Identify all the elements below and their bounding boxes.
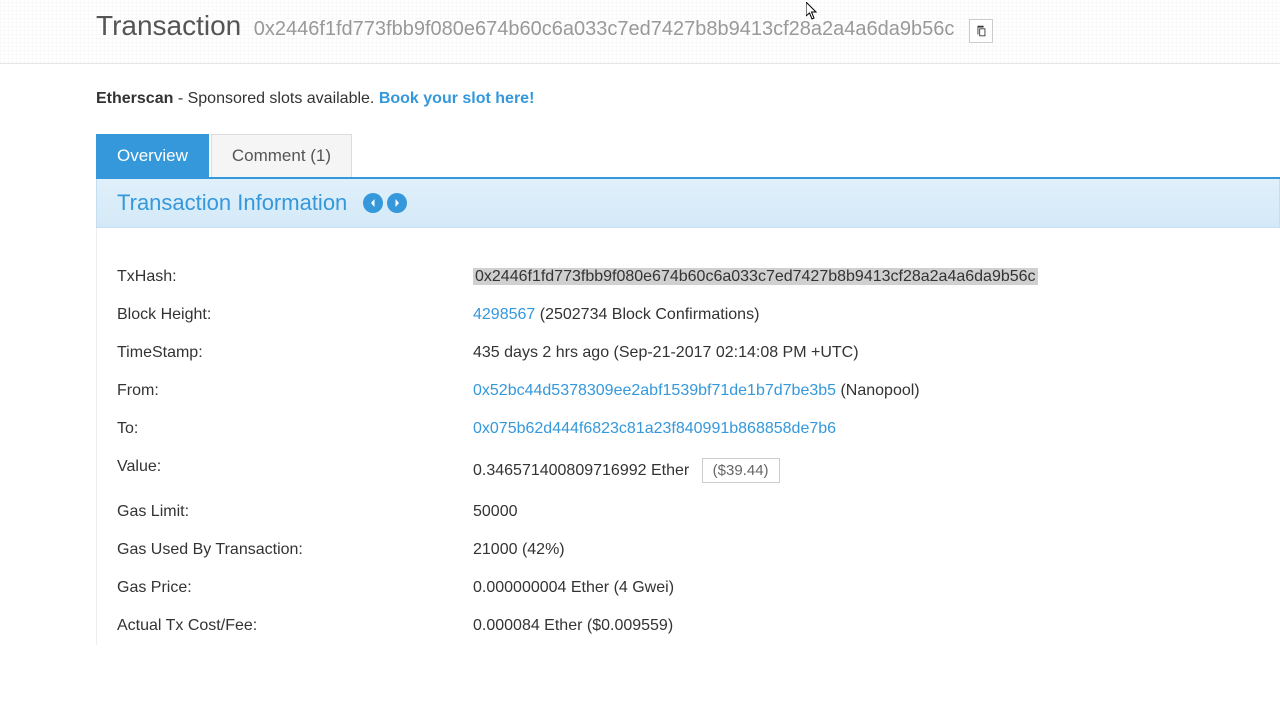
- copy-icon: [974, 24, 988, 38]
- tab-comment[interactable]: Comment (1): [211, 134, 352, 177]
- timestamp-label: TimeStamp:: [117, 344, 473, 362]
- chevron-right-icon: [392, 198, 402, 208]
- gasprice-label: Gas Price:: [117, 579, 473, 597]
- chevron-left-icon: [368, 198, 378, 208]
- value-label: Value:: [117, 458, 473, 483]
- copy-button[interactable]: [969, 19, 993, 43]
- gaslimit-label: Gas Limit:: [117, 503, 473, 521]
- to-label: To:: [117, 420, 473, 438]
- from-label: From:: [117, 382, 473, 400]
- from-link[interactable]: 0x52bc44d5378309ee2abf1539bf71de1b7d7be3…: [473, 382, 836, 399]
- block-link[interactable]: 4298567: [473, 306, 535, 323]
- txhash-label: TxHash:: [117, 268, 473, 286]
- panel-title: Transaction Information: [117, 190, 347, 216]
- to-link[interactable]: 0x075b62d444f6823c81a23f840991b868858de7…: [473, 420, 836, 437]
- sponsor-text: - Sponsored slots available.: [173, 90, 378, 107]
- tab-overview[interactable]: Overview: [96, 134, 209, 177]
- block-label: Block Height:: [117, 306, 473, 324]
- gasused-value: 21000 (42%): [473, 541, 565, 559]
- sponsor-link[interactable]: Book your slot here!: [379, 90, 535, 107]
- sponsor-brand: Etherscan: [96, 90, 173, 107]
- from-suffix: (Nanopool): [836, 382, 920, 399]
- gaslimit-value: 50000: [473, 503, 518, 521]
- value-usd: ($39.44): [702, 458, 780, 483]
- timestamp-value: 435 days 2 hrs ago (Sep-21-2017 02:14:08…: [473, 344, 859, 362]
- page-title: Transaction: [96, 10, 241, 41]
- next-button[interactable]: [387, 193, 407, 213]
- gasused-label: Gas Used By Transaction:: [117, 541, 473, 559]
- cost-value: 0.000084 Ether ($0.009559): [473, 617, 673, 635]
- value-text: 0.346571400809716992 Ether: [473, 462, 689, 479]
- block-confirmations: (2502734 Block Confirmations): [535, 306, 759, 323]
- txhash-value: 0x2446f1fd773fbb9f080e674b60c6a033c7ed74…: [473, 268, 1038, 285]
- gasprice-value: 0.000000004 Ether (4 Gwei): [473, 579, 674, 597]
- cost-label: Actual Tx Cost/Fee:: [117, 617, 473, 635]
- header-hash: 0x2446f1fd773fbb9f080e674b60c6a033c7ed74…: [254, 18, 955, 40]
- prev-button[interactable]: [363, 193, 383, 213]
